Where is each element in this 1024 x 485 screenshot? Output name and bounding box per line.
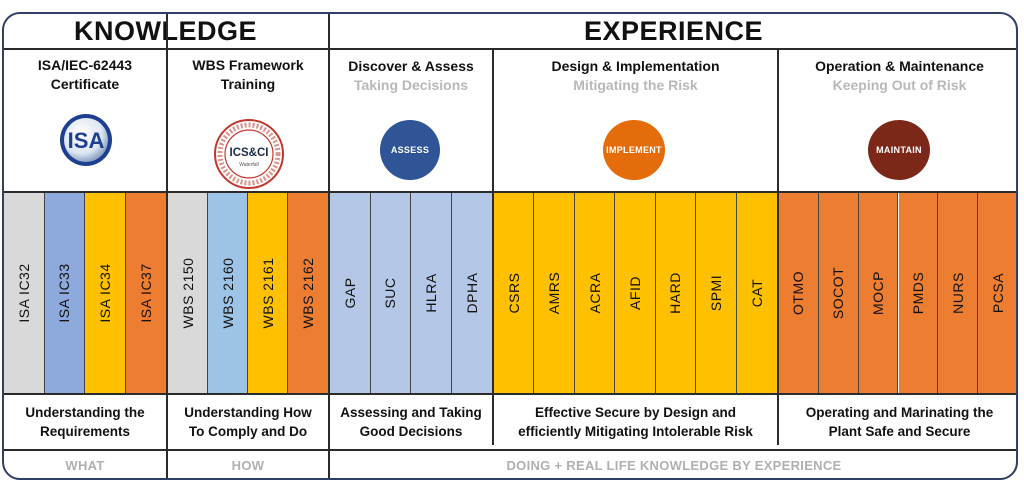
course-bar-gap: GAP — [330, 192, 371, 393]
course-bar-label: PMDS — [909, 271, 926, 314]
course-bar-wbs-2162: WBS 2162 — [288, 192, 328, 393]
divider-footer — [4, 449, 1016, 451]
footer-how: HOW — [231, 457, 265, 473]
course-bar-label: WBS 2161 — [259, 257, 276, 328]
course-bar-label: SUC — [382, 276, 399, 309]
divider-col4 — [777, 48, 779, 445]
knowledge-header: KNOWLEDGE — [4, 14, 327, 48]
course-bar-label: WBS 2160 — [219, 257, 236, 328]
isa-logo-text: ISA — [68, 128, 105, 153]
course-bar-mocp: MOCP — [858, 192, 899, 393]
divider-top-bars-left — [4, 191, 494, 193]
course-bar-hard: HARD — [655, 192, 697, 393]
course-bar-label: OTMO — [790, 270, 807, 315]
course-bar-label: MOCP — [870, 270, 887, 315]
course-bar-wbs-2160: WBS 2160 — [208, 192, 248, 393]
course-bar-label: ACRA — [586, 272, 603, 313]
course-bar-wbs-2150: WBS 2150 — [168, 192, 208, 393]
course-bar-isa-ic33: ISA IC33 — [44, 192, 85, 393]
experience-header: EXPERIENCE — [583, 15, 764, 46]
icsci-logo: ICS&CI Waterfall — [213, 118, 285, 190]
course-bar-label: HLRA — [422, 272, 439, 313]
course-bar-label: ISA IC32 — [15, 262, 32, 323]
column-title-design: Design & Implementation — [551, 57, 720, 74]
course-bar-socot: SOCOT — [818, 192, 859, 393]
diagram-frame: KNOWLEDGE EXPERIENCE ISA/IEC-62443 Certi… — [2, 12, 1018, 480]
course-bar-label: DPHA — [463, 272, 480, 313]
column-title-discover: Discover & Assess — [348, 57, 474, 74]
course-bar-isa-ic37: ISA IC37 — [125, 192, 166, 393]
course-bar-acra: ACRA — [574, 192, 616, 393]
course-bar-amrs: AMRS — [534, 192, 575, 393]
course-bar-label: ISA IC34 — [96, 262, 113, 323]
footer-experience: DOING + REAL LIFE KNOWLEDGE BY EXPERIENC… — [506, 457, 842, 473]
course-bar-pcsa: PCSA — [978, 192, 1016, 393]
divider-bottom-bars — [4, 393, 1016, 395]
course-bar-label: CAT — [748, 278, 765, 307]
course-bar-label: AFID — [626, 275, 643, 310]
description-design: Effective Secure by Design and efficient… — [518, 405, 753, 439]
assess-badge: ASSESS — [380, 120, 440, 180]
divider-col2 — [328, 14, 330, 478]
icsci-brand-text: Waterfall — [239, 162, 259, 168]
course-bar-label: PCSA — [990, 272, 1007, 313]
isa-logo: ISA — [55, 111, 117, 171]
course-bar-wbs-2161: WBS 2161 — [248, 192, 288, 393]
divider-col1 — [166, 14, 168, 478]
course-bar-afid: AFID — [615, 192, 656, 393]
course-bar-label: NURS — [949, 271, 966, 314]
course-bar-hlra: HLRA — [411, 192, 452, 393]
divider-top-bars-right — [494, 191, 1016, 193]
course-bar-label: ISA IC37 — [137, 262, 154, 323]
column-subtitle-operation: Keeping Out of Risk — [832, 77, 967, 93]
divider-header — [4, 48, 1016, 50]
maintain-badge: MAINTAIN — [868, 120, 930, 180]
implement-badge: IMPLEMENT — [603, 120, 665, 180]
description-isa: Understanding the Requirements — [25, 405, 145, 439]
column-title-isa: ISA/IEC-62443 Certificate — [37, 57, 133, 92]
course-bar-label: SPMI — [707, 274, 724, 311]
course-bar-csrs: CSRS — [494, 192, 535, 393]
description-operation: Operating and Marinating the Plant Safe … — [805, 405, 994, 439]
column-title-operation: Operation & Maintenance — [815, 57, 984, 74]
footer-what: WHAT — [65, 457, 105, 473]
course-bar-cat: CAT — [736, 192, 777, 393]
course-bar-otmo: OTMO — [779, 192, 819, 393]
course-bar-label: WBS 2150 — [179, 257, 196, 328]
course-bar-label: AMRS — [546, 271, 563, 314]
course-bar-label: CSRS — [505, 272, 522, 313]
course-bar-isa-ic34: ISA IC34 — [85, 192, 126, 393]
column-subtitle-design: Mitigating the Risk — [573, 77, 698, 93]
course-bar-label: HARD — [667, 271, 684, 314]
course-bar-isa-ic32: ISA IC32 — [4, 192, 45, 393]
course-bar-spmi: SPMI — [696, 192, 737, 393]
icsci-logo-text: ICS&CI — [230, 147, 269, 159]
course-bar-label: WBS 2162 — [300, 257, 316, 328]
course-bar-dpha: DPHA — [451, 192, 492, 393]
course-bar-label: ISA IC33 — [56, 262, 73, 323]
description-discover: Assessing and Taking Good Decisions — [340, 405, 482, 439]
column-title-wbs: WBS Framework Training — [192, 57, 304, 92]
course-bar-pmds: PMDS — [898, 192, 939, 393]
course-bar-label: GAP — [341, 276, 358, 309]
course-bar-nurs: NURS — [938, 192, 979, 393]
course-bar-label: SOCOT — [830, 266, 847, 319]
course-bar-suc: SUC — [370, 192, 411, 393]
column-subtitle-discover: Taking Decisions — [353, 77, 469, 93]
description-wbs: Understanding How To Comply and Do — [184, 405, 312, 439]
divider-col3 — [492, 48, 494, 445]
